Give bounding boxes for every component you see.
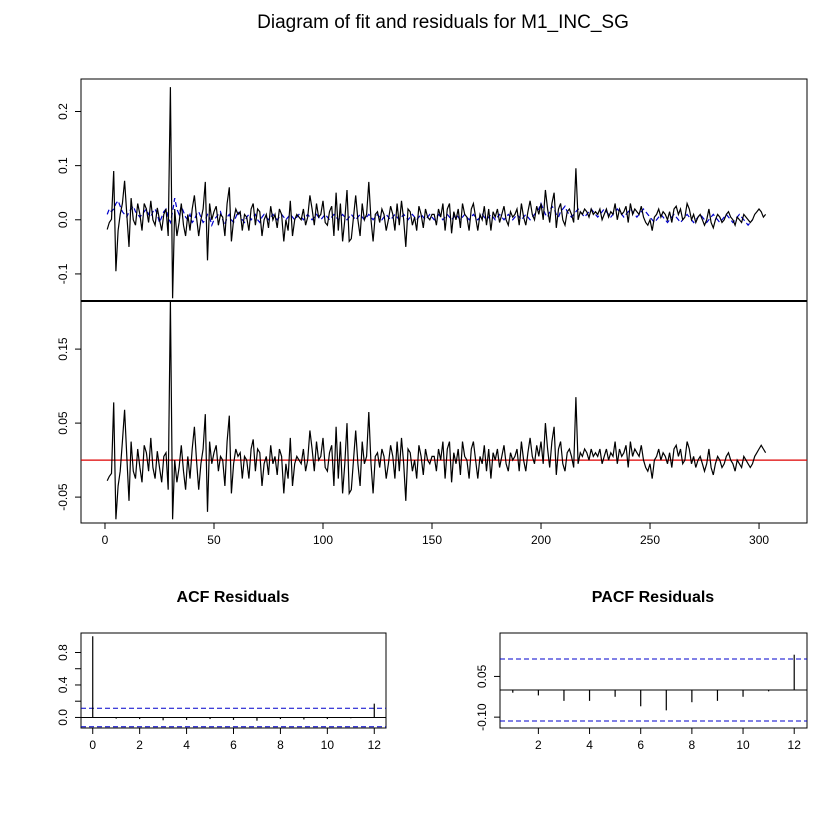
fitted-series-line bbox=[106, 197, 753, 228]
pacf-y-tick-label: 0.05 bbox=[475, 664, 489, 688]
pacf-y-tick-label: -0.10 bbox=[475, 703, 489, 731]
acf-x-tick-label: 8 bbox=[277, 738, 284, 752]
acf-x-tick-label: 2 bbox=[136, 738, 143, 752]
pacf-x-tick-label: 10 bbox=[736, 738, 750, 752]
pacf-title: PACF Residuals bbox=[592, 589, 715, 606]
fit-y-tick-label: 0.0 bbox=[56, 211, 70, 228]
res-y-tick-label: 0.15 bbox=[56, 337, 70, 361]
fit-panel-frame bbox=[80, 78, 808, 302]
fit-y-tick-label: 0.1 bbox=[56, 157, 70, 174]
acf-panel: 0.0 0.4 0.8 0 2 4 6 8 10 12 bbox=[56, 636, 386, 752]
res-y-tick-label: -0.05 bbox=[56, 483, 70, 511]
acf-x-tick-label: 0 bbox=[89, 738, 96, 752]
acf-y-tick-label: 0.4 bbox=[56, 676, 70, 693]
residual-series-line bbox=[106, 300, 767, 520]
pacf-x-tick-label: 12 bbox=[788, 738, 802, 752]
acf-x-tick-label: 4 bbox=[183, 738, 190, 752]
acf-panel-frame bbox=[80, 632, 387, 729]
chart-title: Diagram of fit and residuals for M1_INC_… bbox=[257, 12, 629, 33]
acf-x-tick-label: 10 bbox=[321, 738, 335, 752]
pacf-x-tick-label: 4 bbox=[586, 738, 593, 752]
acf-y-tick-label: 0.8 bbox=[56, 644, 70, 661]
acf-x-tick-label: 6 bbox=[230, 738, 237, 752]
res-x-tick-label: 0 bbox=[102, 533, 109, 547]
res-y-tick-label: 0.05 bbox=[56, 411, 70, 435]
fit-y-tick-label: 0.2 bbox=[56, 103, 70, 120]
acf-title: ACF Residuals bbox=[177, 589, 290, 606]
res-x-tick-label: 150 bbox=[422, 533, 442, 547]
res-x-tick-label: 300 bbox=[749, 533, 769, 547]
fit-panel: -0.1 0.0 0.1 0.2 bbox=[56, 87, 767, 299]
acf-x-tick-label: 12 bbox=[368, 738, 382, 752]
residuals-panel: -0.05 0.05 0.15 0 50 100 150 200 250 300 bbox=[56, 300, 807, 547]
pacf-x-tick-label: 6 bbox=[637, 738, 644, 752]
pacf-x-tick-label: 2 bbox=[535, 738, 542, 752]
pacf-panel: -0.10 0.05 2 4 6 8 10 12 bbox=[475, 654, 807, 752]
res-x-tick-label: 100 bbox=[313, 533, 333, 547]
acf-y-tick-label: 0.0 bbox=[56, 709, 70, 726]
fit-y-tick-label: -0.1 bbox=[56, 263, 70, 284]
pacf-x-tick-label: 8 bbox=[689, 738, 696, 752]
res-x-tick-label: 250 bbox=[640, 533, 660, 547]
actual-series-line bbox=[106, 87, 767, 299]
res-x-tick-label: 50 bbox=[207, 533, 221, 547]
residuals-panel-frame bbox=[80, 300, 808, 524]
pacf-panel-frame bbox=[499, 632, 808, 729]
res-x-tick-label: 200 bbox=[531, 533, 551, 547]
